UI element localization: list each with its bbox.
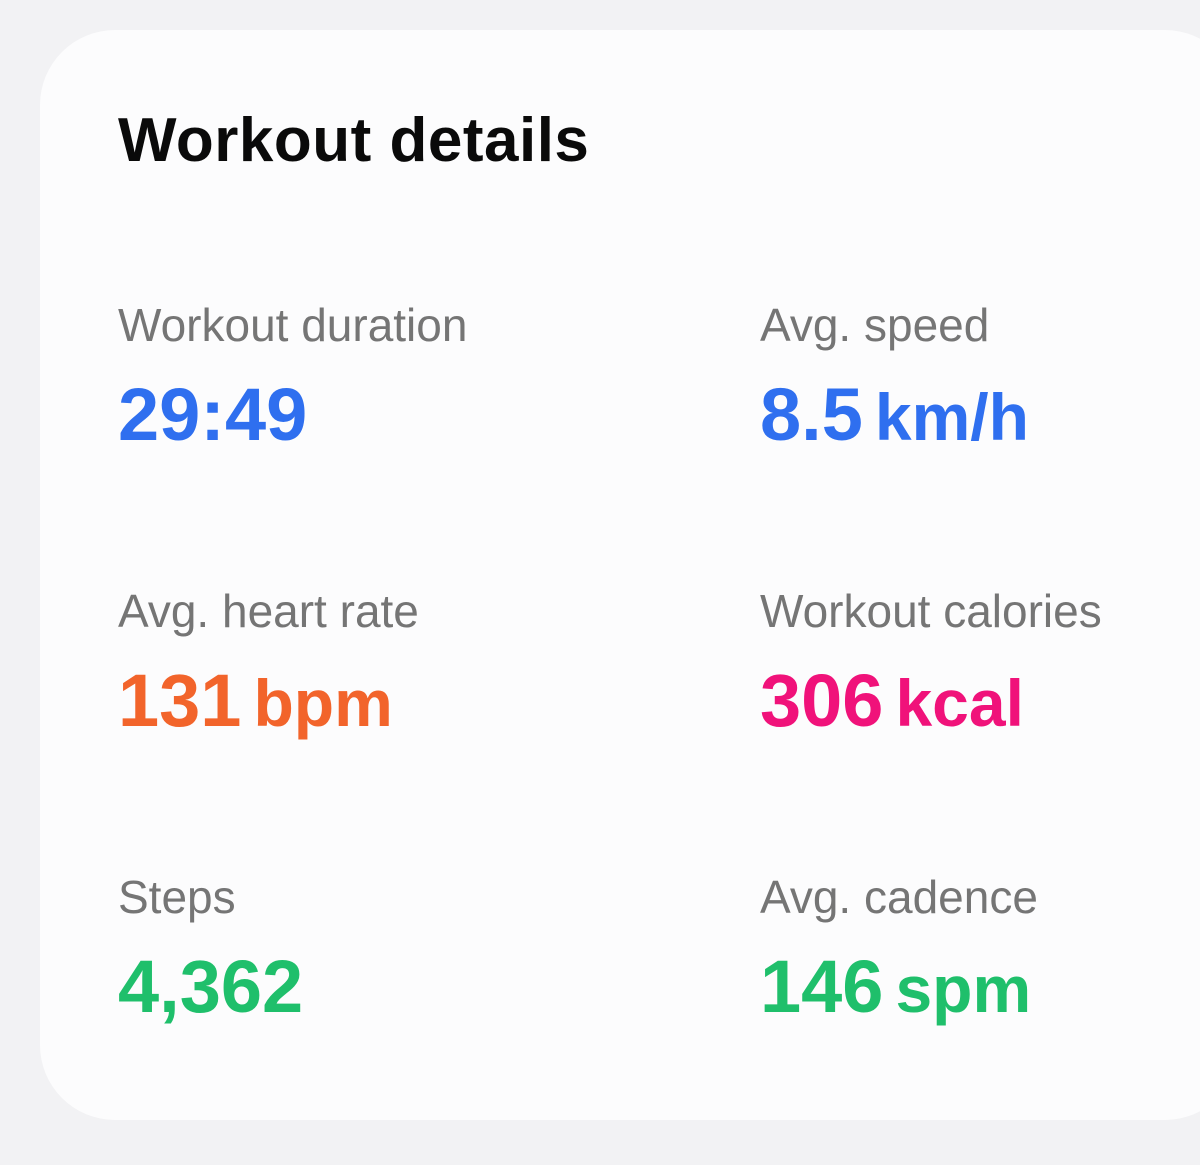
workout-details-card: Workout details Workout duration 29:49 A… (40, 30, 1200, 1120)
metric-unit: bpm (253, 666, 393, 740)
metric-label: Workout calories (760, 585, 1102, 637)
metric-label: Avg. speed (760, 299, 990, 351)
metric-unit: spm (895, 952, 1032, 1026)
metric-avg-heart-rate: Avg. heart rate 131 bpm (118, 588, 419, 738)
metric-value: 4,362 (118, 950, 303, 1024)
metric-number: 29:49 (118, 373, 308, 456)
metric-value: 306 kcal (760, 664, 1102, 738)
metric-value: 146 spm (760, 950, 1038, 1024)
metric-number: 146 (760, 945, 884, 1028)
metric-unit: kcal (895, 666, 1024, 740)
metric-label: Steps (118, 871, 236, 923)
metric-steps: Steps 4,362 (118, 874, 303, 1024)
metric-avg-cadence: Avg. cadence 146 spm (760, 874, 1038, 1024)
card-title: Workout details (118, 106, 590, 175)
metric-unit: km/h (874, 380, 1029, 454)
metric-number: 4,362 (118, 945, 304, 1028)
metric-value: 131 bpm (118, 664, 419, 738)
metric-label: Avg. heart rate (118, 585, 419, 637)
metric-number: 8.5 (760, 373, 863, 456)
metric-workout-calories: Workout calories 306 kcal (760, 588, 1102, 738)
metric-label: Workout duration (118, 299, 468, 351)
metric-value: 8.5 km/h (760, 378, 1029, 452)
metric-number: 306 (760, 659, 884, 742)
metric-workout-duration: Workout duration 29:49 (118, 302, 467, 452)
metric-label: Avg. cadence (760, 871, 1038, 923)
metric-value: 29:49 (118, 378, 467, 452)
metric-avg-speed: Avg. speed 8.5 km/h (760, 302, 1029, 452)
metric-number: 131 (118, 659, 242, 742)
